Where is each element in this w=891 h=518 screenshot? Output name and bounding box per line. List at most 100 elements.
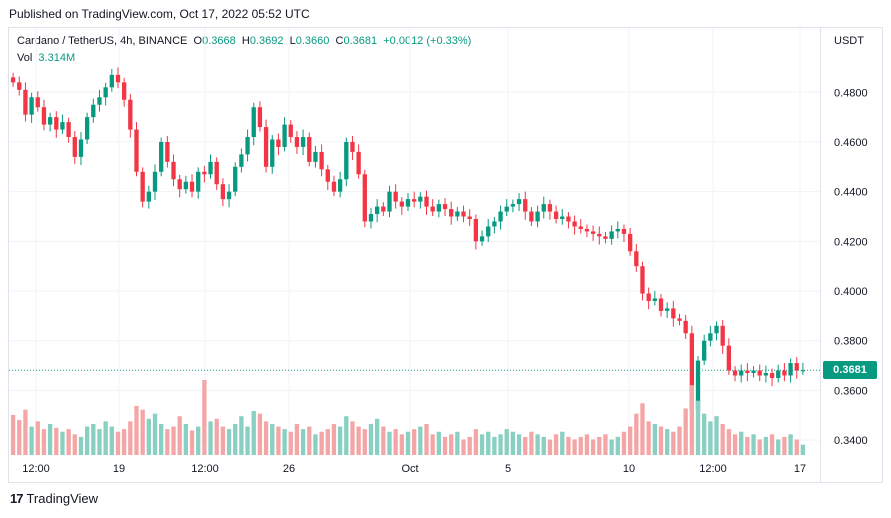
candle-body xyxy=(337,179,343,192)
volume-bar xyxy=(658,426,664,455)
volume-bar xyxy=(584,434,590,455)
candle-body xyxy=(449,209,454,217)
candle-body xyxy=(152,171,158,192)
candle-body xyxy=(344,141,349,180)
volume-bar xyxy=(455,431,460,455)
candle-body xyxy=(103,87,108,98)
volume-bar xyxy=(640,403,645,455)
volume-bar xyxy=(461,439,466,455)
candle-body xyxy=(368,214,374,222)
candle-body xyxy=(257,107,263,128)
price-axis[interactable] xyxy=(820,27,883,483)
volume-bar xyxy=(708,421,713,455)
volume-bar xyxy=(486,431,491,455)
volume-bar xyxy=(492,436,497,455)
candle-body xyxy=(535,211,540,222)
volume-bar xyxy=(726,429,732,455)
volume-bar xyxy=(128,421,133,455)
candle-body xyxy=(140,171,145,202)
volume-bar xyxy=(776,439,781,455)
candle-body xyxy=(578,226,583,229)
candle-body xyxy=(436,204,442,212)
brand-name: TradingView xyxy=(26,491,99,506)
candle-body xyxy=(683,320,688,334)
candle-body xyxy=(313,151,318,162)
candle-body xyxy=(652,298,657,301)
volume-bar xyxy=(405,431,411,455)
candle-body xyxy=(751,370,756,374)
candle-body xyxy=(665,308,670,311)
symbol-title[interactable]: Cardano / TetherUS, 4h, BINANCE xyxy=(17,35,188,47)
candle-body xyxy=(541,204,546,212)
volume-bar xyxy=(91,423,96,455)
volume-bar xyxy=(140,409,145,455)
candle-body xyxy=(72,137,77,157)
volume-bar xyxy=(245,426,250,455)
volume-bar xyxy=(412,429,417,455)
candle-body xyxy=(553,211,559,219)
candle-body xyxy=(10,77,16,83)
volume-bar xyxy=(276,426,281,455)
candle-body xyxy=(183,181,189,190)
volume-bar xyxy=(529,431,534,455)
candle-body xyxy=(220,184,226,200)
volume-bar xyxy=(350,421,355,455)
candle-body xyxy=(245,137,250,155)
volume-bar xyxy=(263,421,269,455)
y-tick-label: 0.4200 xyxy=(834,236,868,248)
volume-bar xyxy=(97,429,102,455)
candle-body xyxy=(356,151,361,175)
volume-bar xyxy=(387,431,392,455)
volume-bar xyxy=(239,416,244,455)
candle-body xyxy=(714,325,719,334)
volume-bar xyxy=(270,423,275,455)
candle-body xyxy=(84,117,90,140)
symbol-legend: Cardano / TetherUS, 4h, BINANCE O0.3668 … xyxy=(17,35,471,47)
volume-bar xyxy=(325,429,330,455)
chart-pane[interactable] xyxy=(8,27,820,483)
x-tick-label: 19 xyxy=(113,463,125,475)
candle-body xyxy=(381,206,386,212)
candle-body xyxy=(788,363,793,376)
volume-bar xyxy=(621,431,627,455)
volume-bar xyxy=(41,429,47,455)
volume-bar xyxy=(665,429,670,455)
high-label: H xyxy=(241,35,250,47)
tradingview-logo[interactable]: 17 TradingView xyxy=(10,491,98,506)
volume-bar xyxy=(196,426,201,455)
volume-bar xyxy=(566,436,571,455)
candle-body xyxy=(609,231,614,239)
volume-bar xyxy=(331,423,337,455)
candle-body xyxy=(547,204,553,212)
candle-body xyxy=(47,117,53,125)
volume-label[interactable]: Vol xyxy=(17,52,33,64)
x-tick-label: 12:00 xyxy=(191,463,219,475)
candle-body xyxy=(671,308,676,319)
candle-body xyxy=(634,251,639,267)
volume-bar xyxy=(233,423,238,455)
volume-bar xyxy=(627,426,633,455)
candle-body xyxy=(418,196,423,202)
open-label: O xyxy=(193,35,203,47)
candle-body xyxy=(720,325,725,346)
volume-bar xyxy=(288,431,293,455)
volume-bar xyxy=(498,434,503,455)
candle-body xyxy=(282,124,287,147)
volume-bar xyxy=(189,430,195,455)
volume-bar xyxy=(603,434,608,455)
candle-body xyxy=(115,74,121,83)
candle-body xyxy=(658,298,664,311)
candle-body xyxy=(479,236,485,242)
candle-body xyxy=(473,218,479,242)
candle-body xyxy=(739,370,744,376)
volume-bar xyxy=(794,439,799,455)
candle-body xyxy=(171,161,176,180)
y-tick-label: 0.3800 xyxy=(834,336,868,348)
volume-bar xyxy=(720,423,725,455)
x-tick-label: Oct xyxy=(401,463,418,475)
candle-body xyxy=(97,97,102,105)
candle-body xyxy=(325,169,330,182)
volume-legend: Vol 3.314M xyxy=(17,52,75,64)
volume-bar xyxy=(788,434,793,455)
candle-body xyxy=(276,139,281,147)
